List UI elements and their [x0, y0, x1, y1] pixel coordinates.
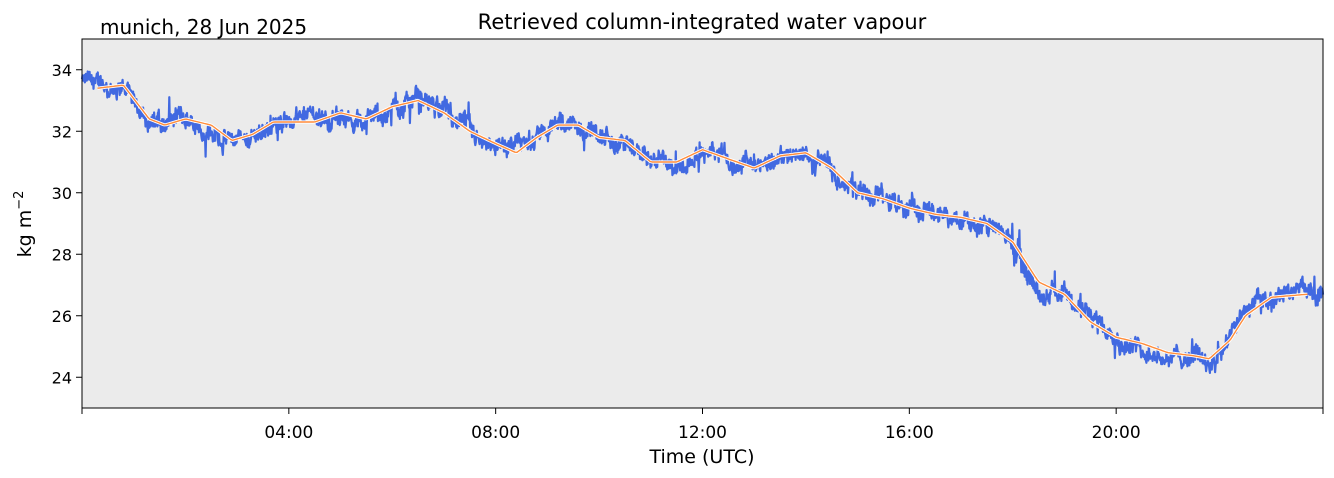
y-tick-label: 34 — [52, 61, 72, 80]
x-tick-label: 04:00 — [264, 423, 313, 443]
y-axis-label: kg m−2 — [12, 191, 36, 258]
y-axis-ticks: 24 26 28 30 32 34 — [52, 61, 82, 387]
x-tick-label: 08:00 — [471, 423, 520, 443]
y-tick-label: 24 — [52, 368, 72, 387]
y-tick-label: 26 — [52, 307, 72, 326]
y-axis-label-exponent: −2 — [12, 191, 27, 210]
chart-title: Retrieved column-integrated water vapour — [478, 10, 927, 34]
y-axis-label-unit: kg m — [14, 210, 36, 258]
x-tick-label: 12:00 — [678, 423, 727, 443]
x-axis-label: Time (UTC) — [648, 446, 754, 468]
y-tick-label: 28 — [52, 245, 72, 264]
plot-area-background — [82, 39, 1323, 408]
x-axis-ticks: 04:00 08:00 12:00 16:00 20:00 — [81, 408, 1324, 443]
smoothed-series-line — [97, 84, 1308, 360]
y-tick-label: 32 — [52, 122, 72, 141]
y-tick-label: 30 — [52, 184, 72, 203]
chart-subtitle: munich, 28 Jun 2025 — [100, 15, 307, 39]
smoothed-series-group — [97, 83, 1308, 361]
x-tick-label: 16:00 — [885, 423, 934, 443]
x-tick-label: 20:00 — [1092, 423, 1141, 443]
